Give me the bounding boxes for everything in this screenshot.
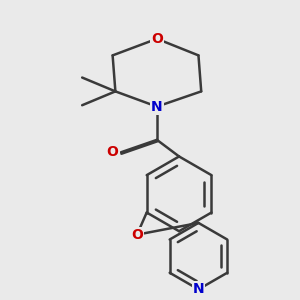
Text: N: N: [151, 100, 163, 114]
Text: N: N: [193, 282, 204, 296]
Text: O: O: [151, 32, 163, 46]
Text: O: O: [131, 228, 143, 242]
Text: O: O: [107, 145, 118, 159]
